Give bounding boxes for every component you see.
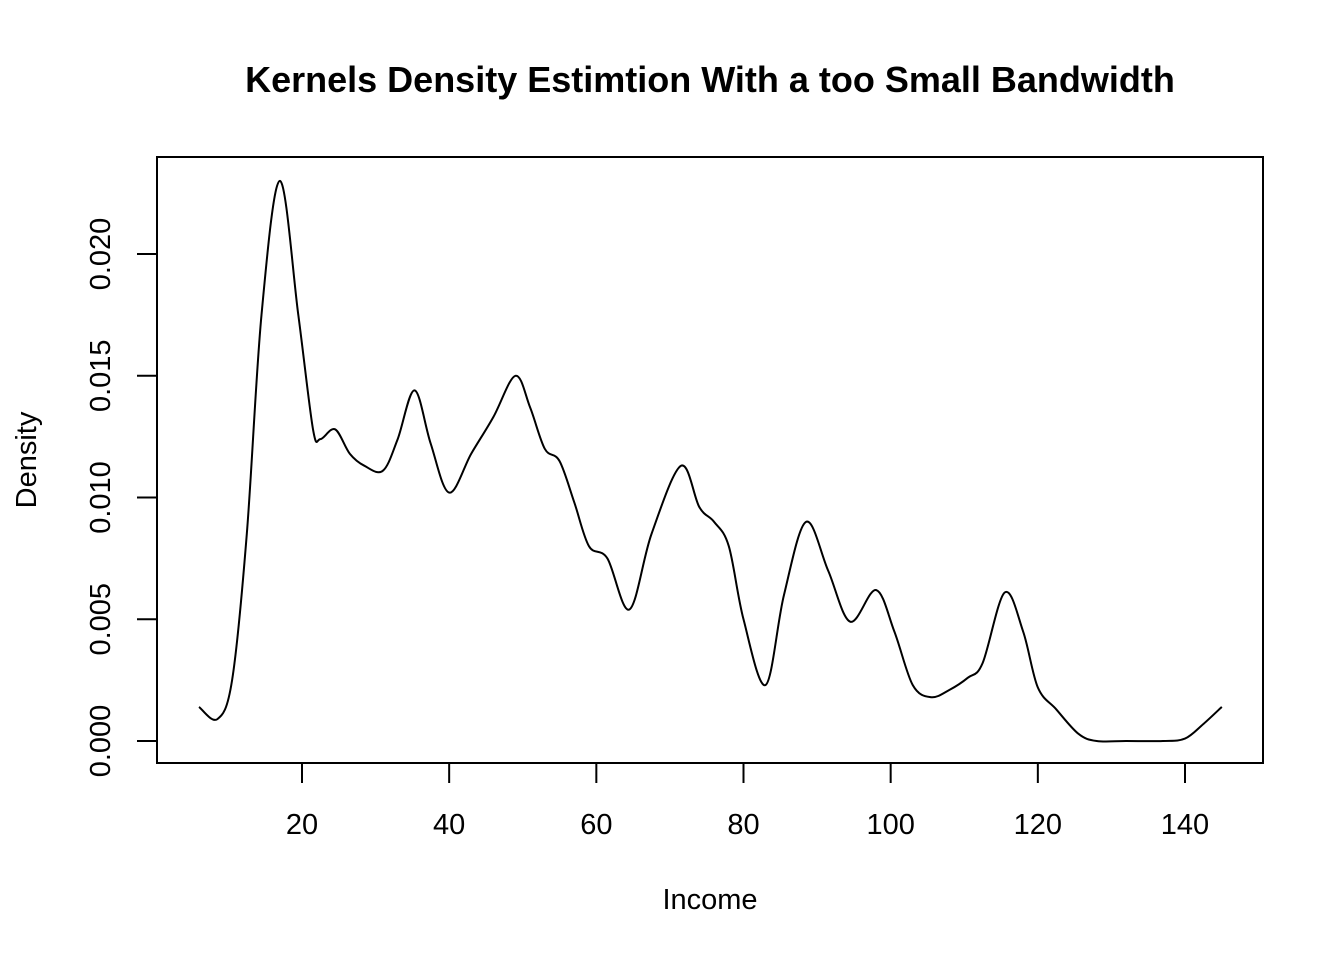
- x-tick-label: 140: [1161, 809, 1209, 841]
- y-tick-label: 0.015: [85, 339, 117, 412]
- x-tick-label: 40: [433, 809, 465, 841]
- x-tick-label: 120: [1014, 809, 1062, 841]
- x-tick-label: 80: [727, 809, 759, 841]
- x-tick-label: 60: [580, 809, 612, 841]
- x-tick-label: 20: [286, 809, 318, 841]
- y-axis-label: Density: [11, 411, 43, 508]
- plot-frame: [156, 156, 1264, 764]
- y-tick-label: 0.020: [85, 218, 117, 291]
- x-axis-label: Income: [662, 884, 757, 916]
- x-tick-label: 100: [866, 809, 914, 841]
- y-tick-label: 0.010: [85, 461, 117, 534]
- y-tick-label: 0.005: [85, 583, 117, 656]
- chart-title: Kernels Density Estimtion With a too Sma…: [245, 59, 1175, 100]
- y-tick-label: 0.000: [85, 705, 117, 778]
- x-axis: 20 40 60 80 100 120 140: [286, 762, 1209, 841]
- density-curve: [198, 179, 1223, 743]
- y-axis: 0.000 0.005 0.010 0.015 0.020: [85, 218, 158, 778]
